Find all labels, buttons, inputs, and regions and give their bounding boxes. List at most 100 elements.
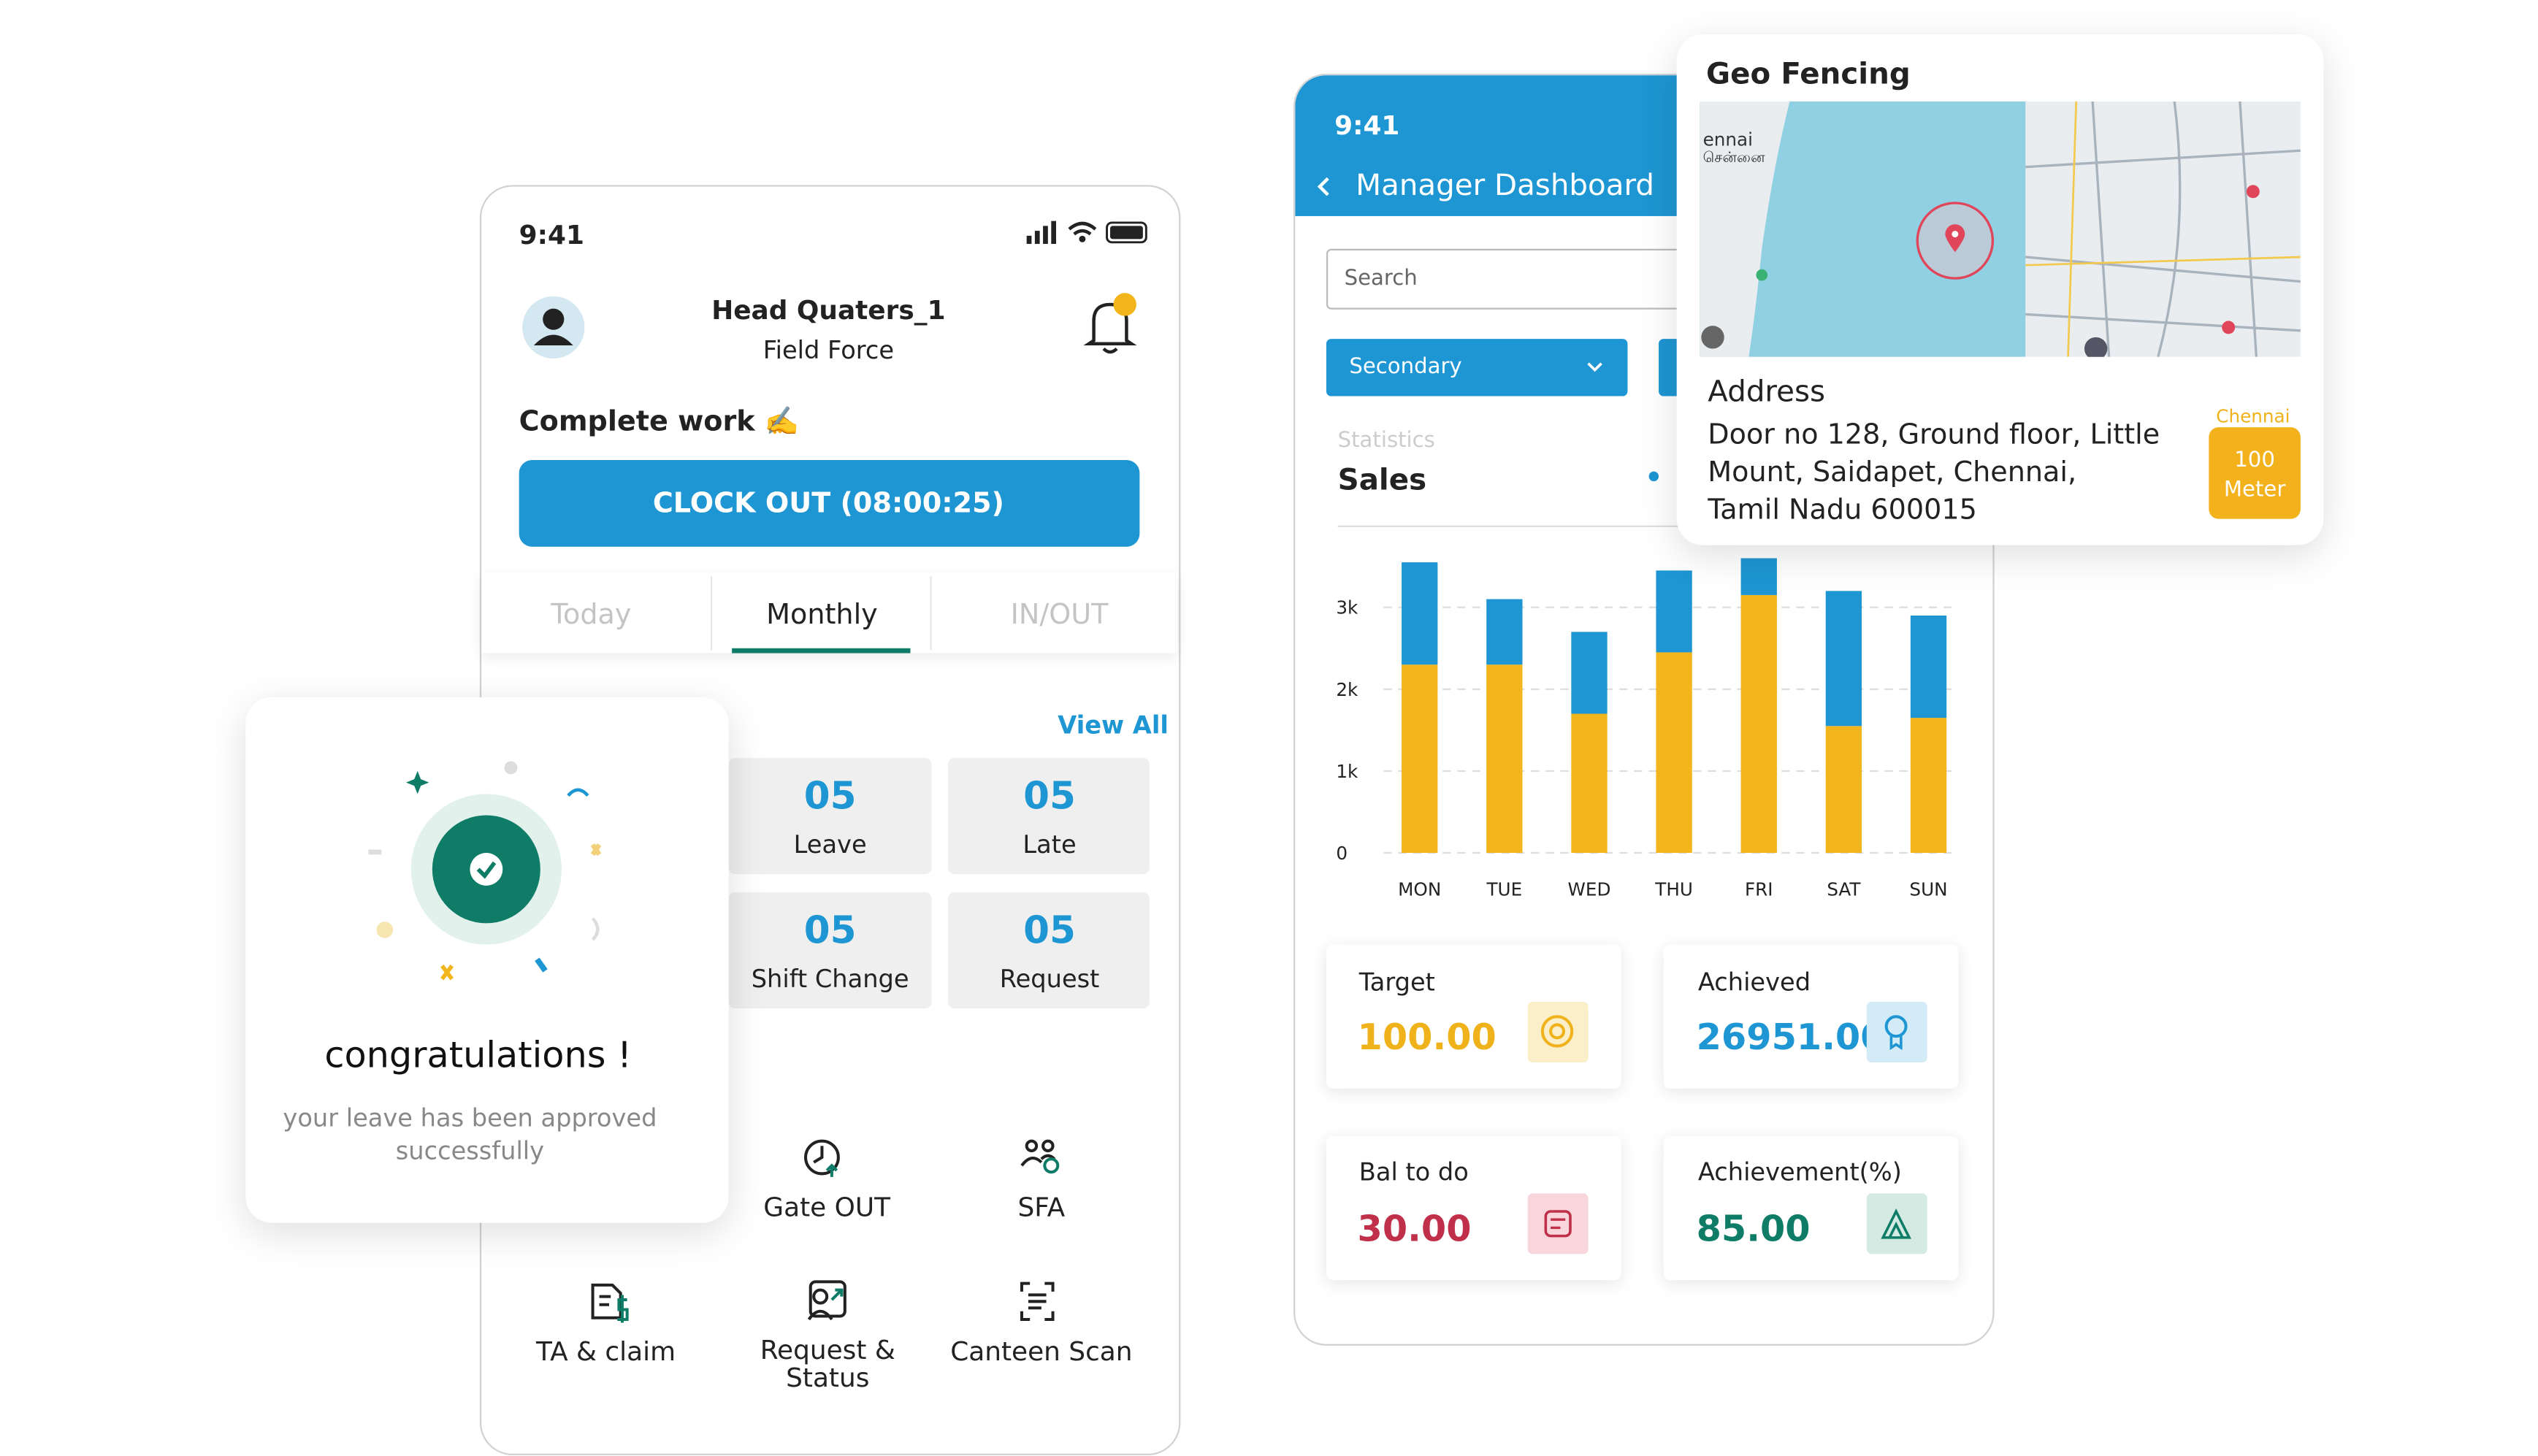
complete-work: Complete work ✍️ <box>519 405 800 439</box>
tile-value: 05 <box>803 775 857 819</box>
tab-active[interactable]: Monthly <box>766 599 878 632</box>
status-icons <box>1026 221 1147 245</box>
address-line: Mount, Saidapet, Chennai, <box>1708 456 2077 490</box>
clock-out-label: CLOCK OUT (08:00:25) <box>652 488 1004 521</box>
tab-divider <box>710 576 713 651</box>
tile <box>728 892 932 1009</box>
tab[interactable]: Today <box>551 599 632 632</box>
stat-label: Achievement(%) <box>1697 1157 1902 1187</box>
stat-label: Target <box>1358 967 1435 997</box>
tile <box>948 892 1150 1009</box>
address-line: Door no 128, Ground floor, Little <box>1708 418 2160 452</box>
view-all-link[interactable]: View All <box>1058 710 1169 740</box>
bar-segment <box>1486 664 1523 854</box>
clock-out-button[interactable] <box>519 459 1140 547</box>
dashboard-title: Manager Dashboard <box>1356 168 1654 203</box>
stat-value: 100.00 <box>1357 1018 1497 1060</box>
x-tick-label: THU <box>1654 878 1693 900</box>
tile-value: 05 <box>803 910 857 953</box>
section-title: Sales <box>1337 463 1427 498</box>
congrats-message: your leave has been approved successfull… <box>283 1103 657 1166</box>
bar-segment <box>1402 664 1438 854</box>
bar-segment <box>1571 632 1608 714</box>
bar-segment <box>1656 570 1692 653</box>
header-title: Head Quaters_1 <box>711 294 946 326</box>
radius-unit: Meter <box>2223 478 2286 503</box>
bar-segment <box>1825 591 1862 727</box>
search-input[interactable] <box>1326 248 1723 310</box>
dropdown[interactable] <box>1326 339 1628 396</box>
bar-segment <box>1740 558 1777 595</box>
tab-underline <box>732 648 911 653</box>
menu-label[interactable]: Request & Status <box>760 1334 895 1393</box>
address-line: Tamil Nadu 600015 <box>1708 494 1977 527</box>
congrats-card <box>245 697 729 1223</box>
chevron <box>1587 362 1602 372</box>
divider <box>1337 525 1960 527</box>
bar-segment <box>1656 652 1692 854</box>
address-label: Address <box>1708 375 1826 410</box>
tab[interactable]: IN/OUT <box>1010 599 1109 632</box>
stat-value: 85.00 <box>1696 1209 1811 1251</box>
bar-segment <box>1825 726 1862 854</box>
radius-city: Chennai <box>2216 405 2290 428</box>
bar-segment <box>1910 718 1947 854</box>
stat-label: Bal to do <box>1358 1157 1469 1187</box>
menu-label[interactable]: SFA <box>1017 1192 1066 1223</box>
bar-segment <box>1571 713 1608 854</box>
tile-label: Late <box>1023 829 1077 859</box>
congrats-title: congratulations ! <box>324 1036 632 1078</box>
x-tick-label: MON <box>1398 878 1441 900</box>
search-placeholder: Search <box>1344 267 1418 292</box>
x-tick-label: SUN <box>1909 878 1947 900</box>
bar-segment <box>1740 594 1777 854</box>
stat-value: 30.00 <box>1357 1209 1472 1251</box>
x-tick-label: FRI <box>1745 878 1773 900</box>
y-tick-label: 1k <box>1336 761 1358 782</box>
x-tick-label: TUE <box>1486 878 1523 900</box>
menu-label[interactable]: Canteen Scan <box>950 1336 1133 1367</box>
stat-value: 26951.00 <box>1696 1018 1886 1060</box>
map <box>1700 101 2301 357</box>
status-time: 9:41 <box>519 219 584 251</box>
tile-label: Request <box>999 964 1100 994</box>
bell-button[interactable] <box>1081 291 1143 357</box>
tile-value: 05 <box>1023 910 1076 953</box>
menu-label[interactable]: Gate OUT <box>763 1192 891 1223</box>
menu-label[interactable]: TA & claim <box>535 1336 676 1367</box>
tab-divider <box>930 576 932 651</box>
x-tick-label: SAT <box>1827 878 1861 900</box>
bar-segment <box>1910 615 1947 719</box>
map-label: ennai <box>1702 129 1753 151</box>
back-button[interactable] <box>1313 174 1336 200</box>
map-label: சென்னை <box>1702 150 1765 167</box>
bar-segment <box>1402 562 1438 665</box>
section-label: Statistics <box>1337 429 1435 454</box>
status-time: 9:41 <box>1334 110 1400 141</box>
tab-bar <box>481 572 1177 654</box>
tile <box>728 757 932 875</box>
y-tick-label: 3k <box>1336 597 1358 618</box>
success-badge <box>368 761 602 981</box>
bar-segment <box>1486 599 1523 665</box>
tile-label: Leave <box>793 829 867 859</box>
tile-label: Shift Change <box>751 964 909 994</box>
tile <box>948 757 1150 875</box>
dropdown-label: Secondary <box>1349 355 1462 380</box>
y-tick-label: 2k <box>1336 679 1358 700</box>
legend-dot <box>1648 471 1659 482</box>
radius-badge <box>2209 427 2301 519</box>
radius-value: 100 <box>2234 448 2275 473</box>
x-tick-label: WED <box>1568 878 1611 900</box>
geo-title: Geo Fencing <box>1706 57 1911 92</box>
tile-value: 05 <box>1023 775 1076 819</box>
header-subtitle: Field Force <box>762 335 895 365</box>
avatar <box>522 296 585 359</box>
stat-label: Achieved <box>1697 967 1811 997</box>
y-tick-label: 0 <box>1336 843 1348 864</box>
